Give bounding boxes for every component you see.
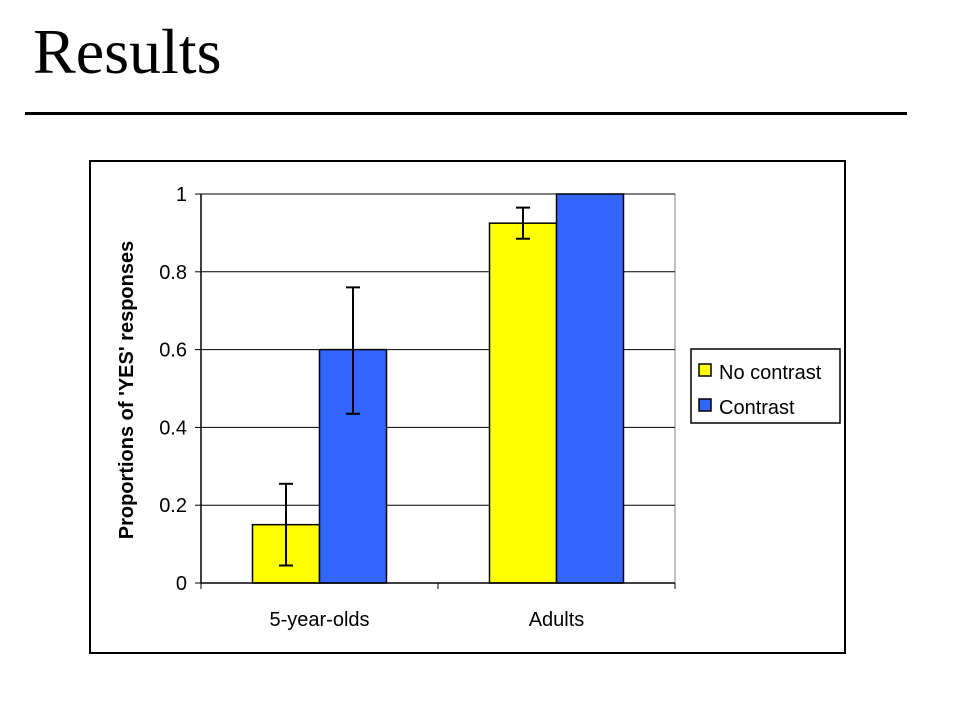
title-divider — [25, 112, 907, 115]
y-tick-label: 0.2 — [159, 495, 187, 517]
legend-box — [690, 348, 841, 424]
y-tick-label: 1 — [176, 184, 187, 206]
legend-swatch — [698, 398, 712, 412]
x-tick-label: 5-year-olds — [269, 609, 369, 631]
bar — [555, 193, 625, 584]
y-tick-label: 0.6 — [159, 340, 187, 362]
y-axis-label: Proportions of 'YES' responses — [116, 241, 138, 539]
x-tick-label: Adults — [529, 609, 585, 631]
slide-title: Results — [33, 16, 222, 87]
legend-label: Contrast — [719, 397, 795, 419]
axes: 0 0.2 0.4 0.6 0.8 1 5-year-olds Adults — [159, 184, 676, 631]
y-tick-label: 0.8 — [159, 262, 187, 284]
legend: No contrast Contrast — [690, 348, 841, 424]
bar — [488, 222, 558, 584]
legend-label: No contrast — [719, 362, 822, 384]
legend-swatch — [698, 363, 712, 377]
error-bars — [279, 206, 530, 567]
y-tick-label: 0.4 — [159, 417, 187, 439]
bars — [251, 193, 625, 584]
y-tick-label: 0 — [176, 573, 187, 595]
